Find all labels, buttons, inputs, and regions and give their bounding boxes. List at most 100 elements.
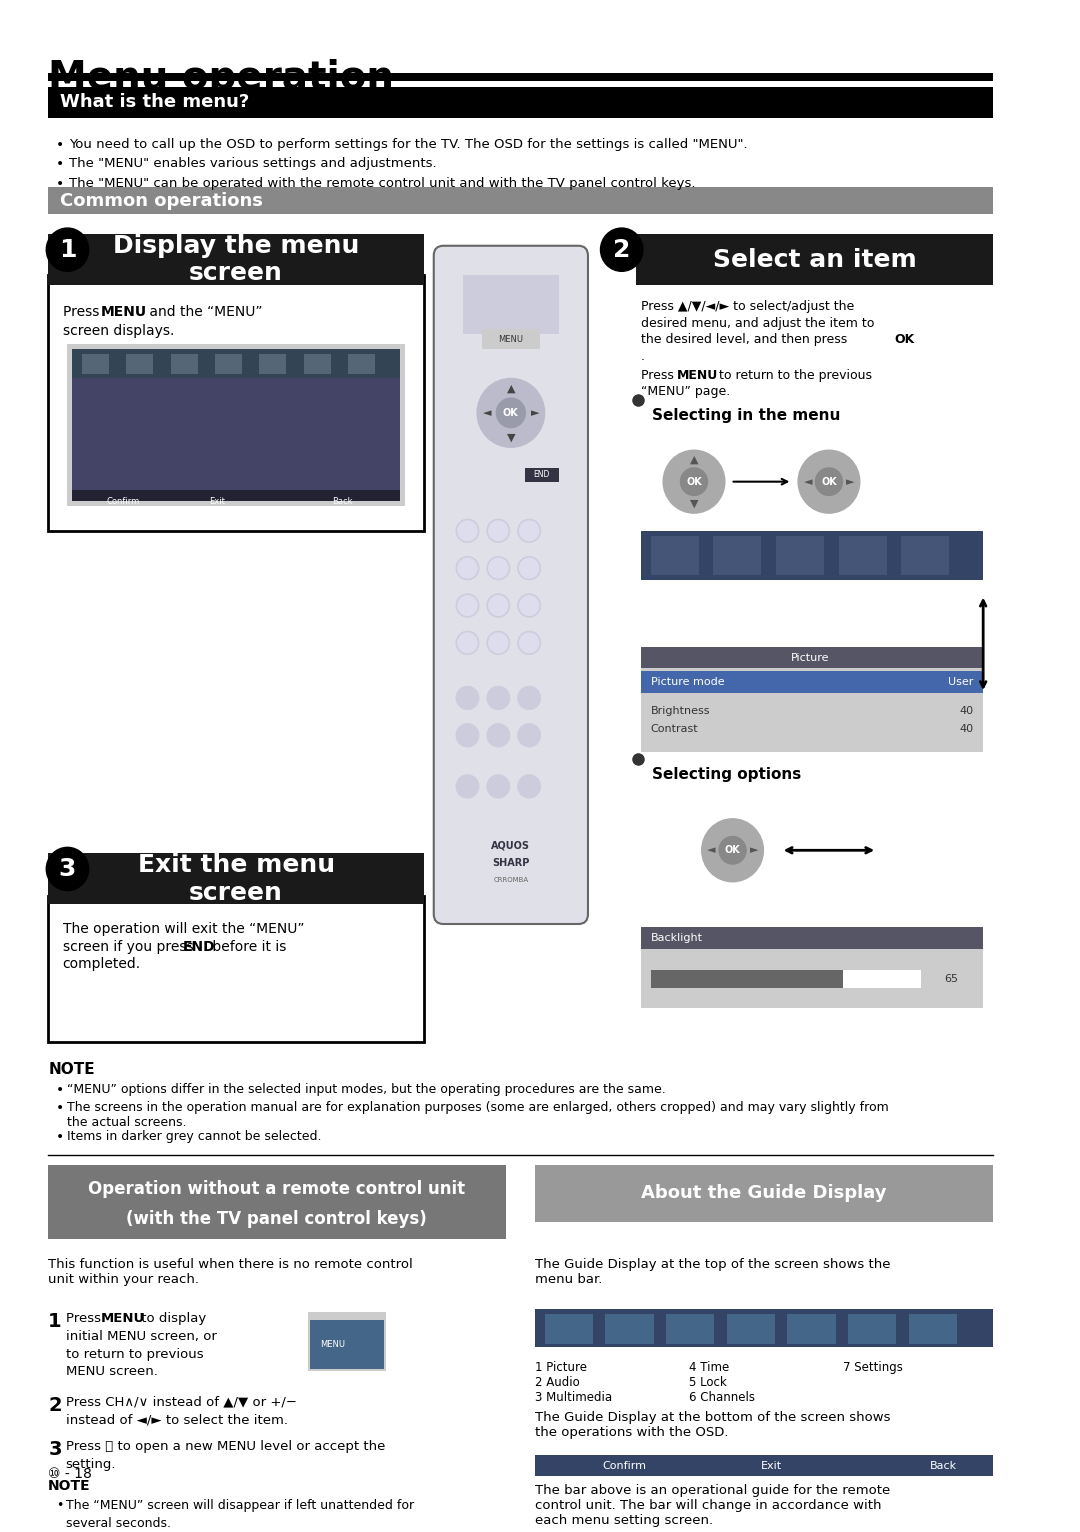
Circle shape	[488, 558, 508, 578]
Circle shape	[458, 558, 477, 578]
Text: 2: 2	[49, 1396, 62, 1416]
Text: MENU: MENU	[102, 1313, 146, 1325]
Text: ⑩ - 18: ⑩ - 18	[49, 1468, 92, 1481]
Text: Picture: Picture	[791, 653, 829, 663]
Bar	[642, 927, 983, 948]
Text: setting.: setting.	[66, 1458, 116, 1471]
Circle shape	[487, 594, 510, 617]
Bar	[636, 234, 993, 285]
Circle shape	[519, 633, 539, 653]
Bar	[49, 234, 424, 285]
Circle shape	[477, 378, 544, 447]
Bar	[49, 187, 993, 214]
Circle shape	[680, 467, 707, 495]
Text: •: •	[56, 1498, 64, 1512]
Bar	[650, 970, 843, 988]
Text: Press CH∧/∨ instead of ▲/▼ or +/−: Press CH∧/∨ instead of ▲/▼ or +/−	[66, 1396, 297, 1409]
Text: the desired level, and then press: the desired level, and then press	[642, 334, 851, 346]
Text: The Guide Display at the top of the screen shows the
menu bar.: The Guide Display at the top of the scre…	[535, 1258, 890, 1287]
Text: •: •	[56, 176, 64, 192]
Text: instead of ◄/► to select the item.: instead of ◄/► to select the item.	[66, 1414, 287, 1426]
Bar	[727, 1314, 775, 1344]
Text: Display the menu
screen: Display the menu screen	[113, 233, 360, 285]
Bar	[605, 1314, 653, 1344]
Bar	[215, 354, 242, 374]
Circle shape	[46, 228, 89, 271]
Circle shape	[456, 686, 480, 709]
Text: ▼: ▼	[690, 498, 699, 509]
Bar	[67, 345, 405, 506]
Text: Press ⓚ to open a new MENU level or accept the: Press ⓚ to open a new MENU level or acce…	[66, 1440, 384, 1452]
Bar	[642, 668, 983, 752]
Text: MENU: MENU	[102, 305, 147, 319]
Text: Exit: Exit	[208, 498, 225, 507]
Bar	[642, 671, 983, 692]
Circle shape	[497, 398, 525, 427]
Circle shape	[517, 723, 541, 748]
Text: OK: OK	[686, 476, 702, 487]
Bar	[72, 349, 400, 378]
Text: MENU: MENU	[498, 334, 524, 343]
Bar	[787, 1314, 836, 1344]
Text: Brightness: Brightness	[650, 706, 711, 715]
Text: 3: 3	[58, 856, 77, 881]
Bar	[901, 536, 949, 574]
Circle shape	[456, 556, 480, 581]
FancyBboxPatch shape	[434, 245, 588, 924]
Circle shape	[46, 847, 89, 890]
Text: ►: ►	[750, 846, 758, 855]
Text: Contrast: Contrast	[650, 725, 699, 734]
Text: “MENU” page.: “MENU” page.	[642, 386, 730, 398]
Text: completed.: completed.	[63, 958, 140, 971]
Circle shape	[815, 467, 842, 495]
Circle shape	[517, 686, 541, 709]
Bar	[49, 276, 424, 530]
Bar	[49, 896, 424, 1042]
Text: desired menu, and adjust the item to: desired menu, and adjust the item to	[642, 317, 875, 329]
Circle shape	[519, 558, 539, 578]
Text: Back: Back	[333, 498, 353, 507]
Text: The screens in the operation manual are for explanation purposes (some are enlar: The screens in the operation manual are …	[67, 1102, 889, 1129]
Circle shape	[456, 775, 480, 798]
Circle shape	[456, 631, 480, 654]
Circle shape	[456, 723, 480, 748]
Text: The "MENU" enables various settings and adjustments.: The "MENU" enables various settings and …	[69, 158, 437, 170]
Bar	[775, 536, 824, 574]
Bar	[49, 86, 993, 118]
Circle shape	[487, 556, 510, 581]
Circle shape	[488, 521, 508, 541]
Text: 2 Audio: 2 Audio	[535, 1376, 580, 1390]
Text: MENU: MENU	[320, 1340, 345, 1350]
Text: ▲: ▲	[507, 383, 515, 394]
Bar	[535, 1455, 993, 1477]
Bar	[482, 329, 540, 349]
Text: 2: 2	[613, 237, 631, 262]
Text: ►: ►	[846, 476, 854, 487]
Bar	[525, 467, 559, 481]
Text: The operation will exit the “MENU”: The operation will exit the “MENU”	[63, 922, 305, 936]
Text: ◄: ◄	[483, 408, 491, 418]
Text: This function is useful when there is no remote control
unit within your reach.: This function is useful when there is no…	[49, 1258, 413, 1287]
Text: and the “MENU”: and the “MENU”	[145, 305, 262, 319]
Text: 4 Time: 4 Time	[689, 1362, 729, 1374]
Text: OK: OK	[894, 334, 915, 346]
Text: to display: to display	[137, 1313, 206, 1325]
Text: What is the menu?: What is the menu?	[59, 93, 249, 112]
Text: 1: 1	[49, 1313, 62, 1331]
Circle shape	[517, 556, 541, 581]
Text: screen if you press: screen if you press	[63, 939, 198, 954]
Text: ◄: ◄	[804, 476, 812, 487]
Circle shape	[456, 594, 480, 617]
Bar	[309, 1313, 386, 1371]
Text: 3 Multimedia: 3 Multimedia	[535, 1391, 612, 1403]
Text: Common operations: Common operations	[59, 192, 262, 210]
Circle shape	[487, 723, 510, 748]
Bar	[650, 970, 920, 988]
Circle shape	[487, 519, 510, 542]
Text: ▲: ▲	[690, 455, 699, 466]
Text: The bar above is an operational guide for the remote
control unit. The bar will : The bar above is an operational guide fo…	[535, 1485, 890, 1527]
Circle shape	[702, 818, 764, 882]
Text: Operation without a remote control unit: Operation without a remote control unit	[89, 1181, 465, 1198]
Text: •: •	[56, 1131, 64, 1144]
Text: AQUOS: AQUOS	[491, 841, 530, 850]
